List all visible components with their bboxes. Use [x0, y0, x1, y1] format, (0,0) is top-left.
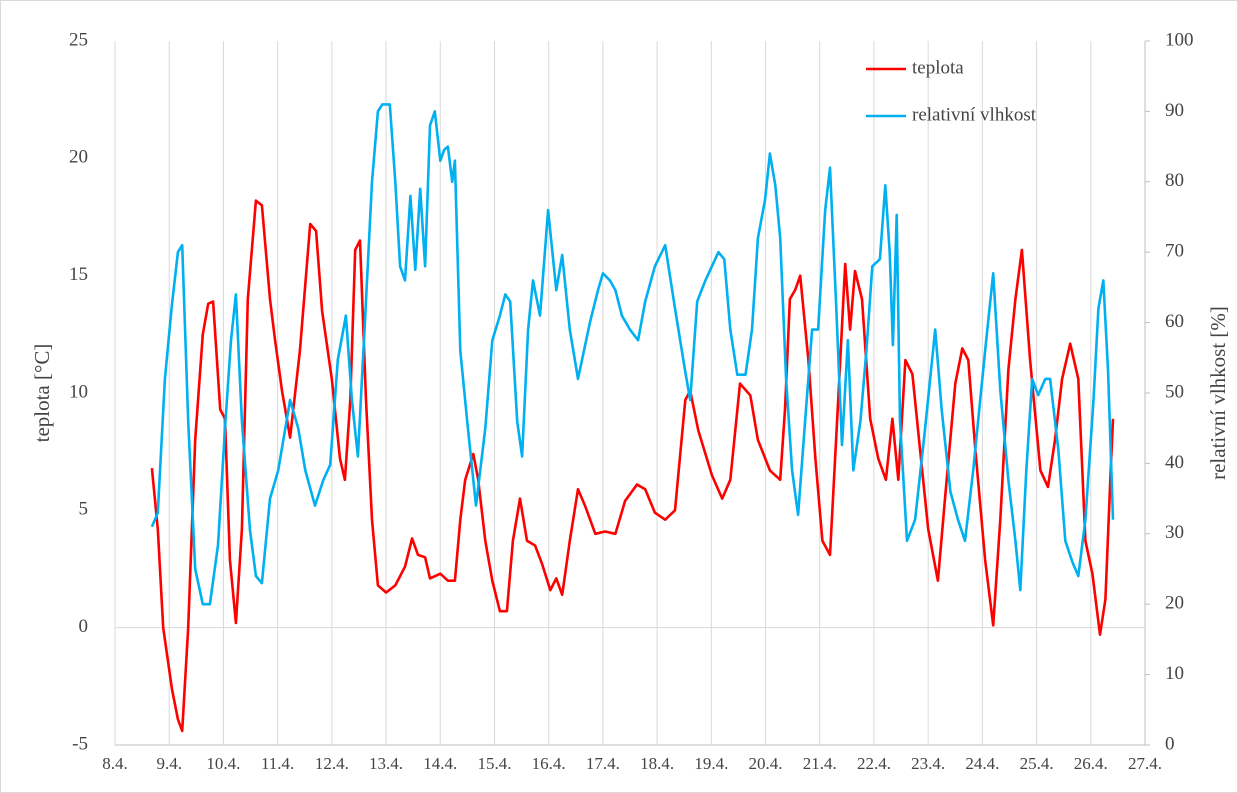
y-tick-label: 10	[69, 381, 88, 402]
y2-tick-label: 20	[1165, 593, 1184, 614]
x-tick-label: 17.4.	[586, 754, 620, 773]
x-tick-label: 14.4.	[423, 754, 457, 773]
y-tick-label: 20	[69, 147, 88, 168]
y2-tick-label: 0	[1165, 733, 1175, 754]
y-axis-label: teplota [°C]	[30, 344, 54, 443]
x-tick-label: 18.4.	[640, 754, 674, 773]
x-tick-label: 23.4.	[911, 754, 945, 773]
y2-tick-label: 90	[1165, 100, 1184, 121]
x-tick-label: 13.4.	[369, 754, 403, 773]
x-tick-label: 25.4.	[1020, 754, 1054, 773]
y2-tick-label: 50	[1165, 381, 1184, 402]
x-tick-label: 22.4.	[857, 754, 891, 773]
x-tick-label: 11.4.	[261, 754, 294, 773]
x-tick-label: 15.4.	[477, 754, 511, 773]
x-tick-label: 19.4.	[694, 754, 728, 773]
x-tick-label: 21.4.	[803, 754, 837, 773]
x-tick-label: 26.4.	[1074, 754, 1108, 773]
x-tick-label: 20.4.	[749, 754, 783, 773]
y2-tick-label: 70	[1165, 241, 1184, 262]
x-tick-label: 27.4.	[1128, 754, 1162, 773]
y2-tick-label: 10	[1165, 663, 1184, 684]
y-tick-label: 15	[69, 264, 88, 285]
x-tick-label: 24.4.	[965, 754, 999, 773]
y2-axis-label: relativní vlhkost [%]	[1206, 306, 1230, 480]
y-tick-label: 5	[79, 499, 89, 520]
legend-label: relativní vlhkost	[912, 104, 1037, 125]
x-tick-label: 9.4.	[156, 754, 182, 773]
y2-tick-label: 60	[1165, 311, 1184, 332]
x-tick-label: 8.4.	[102, 754, 128, 773]
y2-tick-label: 80	[1165, 170, 1184, 191]
series-line	[150, 199, 1115, 733]
legend-label: teplota	[912, 57, 964, 78]
y-tick-label: 25	[69, 29, 88, 50]
y-tick-label: -5	[72, 733, 88, 754]
series-line	[150, 103, 1115, 606]
y2-tick-label: 30	[1165, 522, 1184, 543]
y2-tick-label: 100	[1165, 29, 1194, 50]
y-tick-label: 0	[79, 616, 89, 637]
x-tick-label: 16.4.	[532, 754, 566, 773]
x-tick-label: 12.4.	[315, 754, 349, 773]
y2-tick-label: 40	[1165, 452, 1184, 473]
x-tick-label: 10.4.	[206, 754, 240, 773]
